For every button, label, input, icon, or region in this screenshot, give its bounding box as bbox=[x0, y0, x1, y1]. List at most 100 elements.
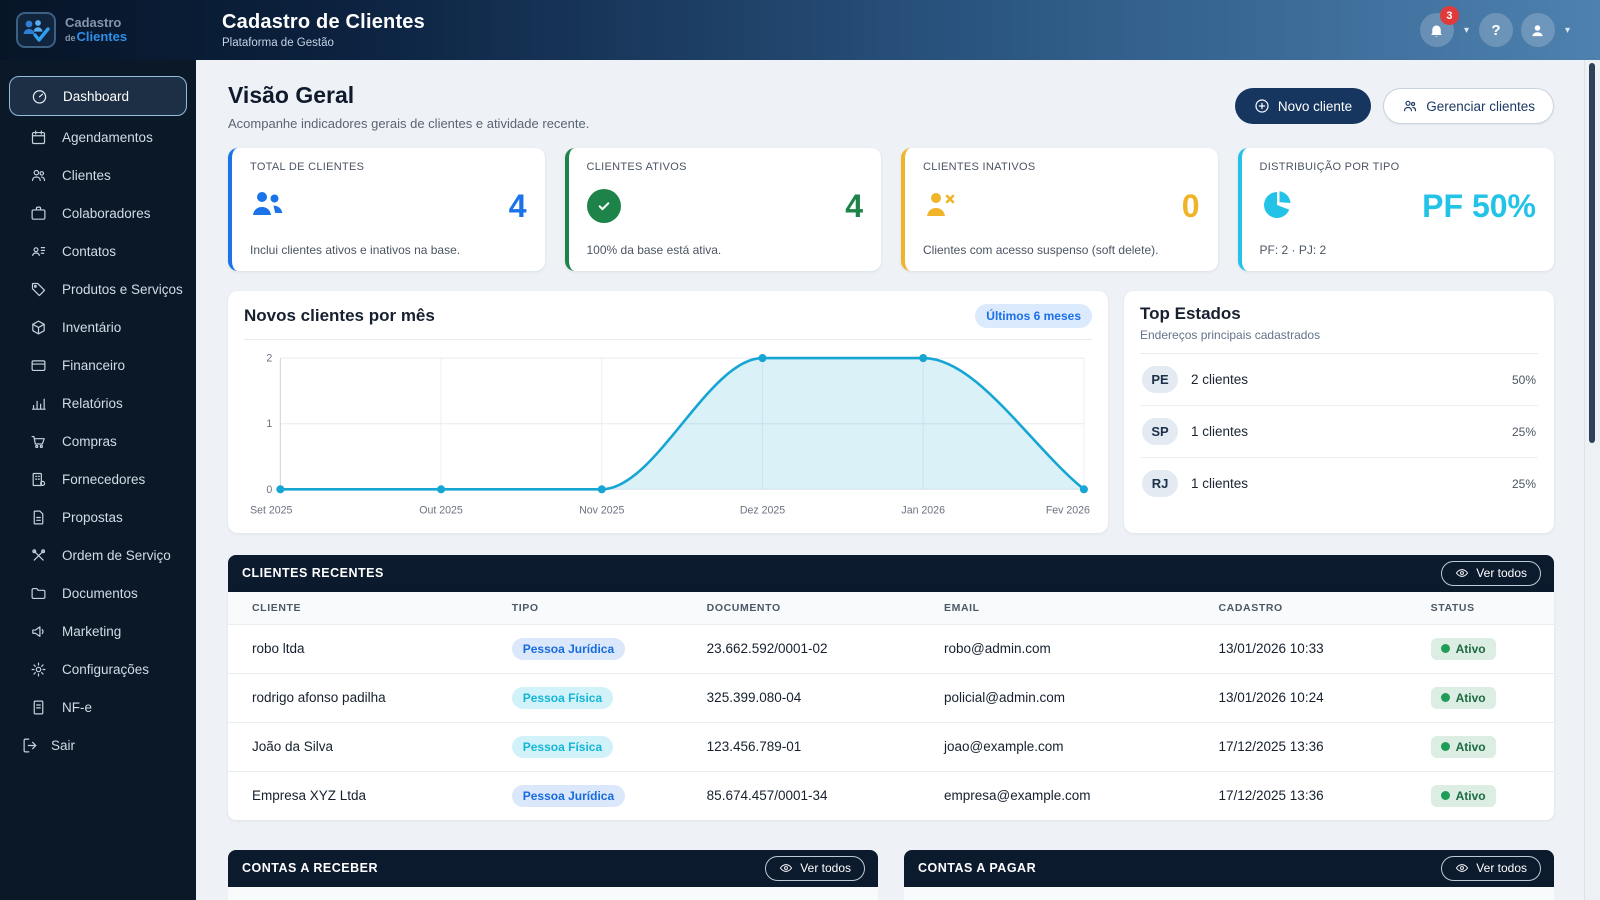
table-row: João da Silva Pessoa Física 123.456.789-… bbox=[228, 722, 1554, 771]
sidebar-item-relatorios[interactable]: Relatórios bbox=[0, 384, 196, 422]
sidebar-item-configuracoes[interactable]: Configurações bbox=[0, 650, 196, 688]
sidebar-item-dashboard[interactable]: Dashboard bbox=[9, 76, 187, 116]
section-title: CONTAS A RECEBER bbox=[242, 861, 378, 875]
question-icon: ? bbox=[1491, 22, 1500, 39]
top-states-card: Top Estados Endereços principais cadastr… bbox=[1124, 291, 1554, 533]
status-dot-icon bbox=[1441, 644, 1450, 653]
view-all-clients-button[interactable]: Ver todos bbox=[1441, 561, 1541, 586]
view-all-receivables-button[interactable]: Ver todos bbox=[765, 856, 865, 881]
bell-icon bbox=[1428, 22, 1445, 39]
pie-chart-icon bbox=[1260, 188, 1296, 225]
type-badge: Pessoa Jurídica bbox=[512, 785, 625, 807]
sidebar-item-agendamentos[interactable]: Agendamentos bbox=[0, 118, 196, 156]
check-circle-icon bbox=[587, 189, 621, 223]
contas-pagar-section: CONTAS A PAGAR Ver todos bbox=[904, 850, 1554, 900]
line-chart: 012Set 2025Out 2025Nov 2025Dez 2025Jan 2… bbox=[244, 348, 1092, 527]
folder-icon bbox=[30, 585, 47, 602]
view-all-payables-button[interactable]: Ver todos bbox=[1441, 856, 1541, 881]
status-dot-icon bbox=[1441, 742, 1450, 751]
sidebar-item-documentos[interactable]: Documentos bbox=[0, 574, 196, 612]
sidebar-item-nfe[interactable]: NF-e bbox=[0, 688, 196, 726]
recent-clients-section: CLIENTES RECENTES Ver todos CLIENTE TIPO… bbox=[228, 555, 1554, 820]
sidebar-item-clientes[interactable]: Clientes bbox=[0, 156, 196, 194]
app-logo: Cadastro deClientes bbox=[0, 12, 196, 48]
svg-text:Jan 2026: Jan 2026 bbox=[901, 505, 945, 517]
chevron-down-icon[interactable]: ▾ bbox=[1565, 25, 1570, 36]
sidebar-item-colaboradores[interactable]: Colaboradores bbox=[0, 194, 196, 232]
sidebar-item-ordem-servico[interactable]: Ordem de Serviço bbox=[0, 536, 196, 574]
table-row: rodrigo afonso padilha Pessoa Física 325… bbox=[228, 673, 1554, 722]
table-row: robo ltda Pessoa Jurídica 23.662.592/000… bbox=[228, 624, 1554, 673]
state-row: SP 1 clientes 25% bbox=[1140, 406, 1538, 458]
contact-card-icon bbox=[30, 243, 47, 260]
eye-icon bbox=[1455, 861, 1469, 875]
stat-card-clientes-ativos: CLIENTES ATIVOS 4 100% da base está ativ… bbox=[565, 148, 882, 271]
cube-icon bbox=[30, 319, 47, 336]
state-row: RJ 1 clientes 25% bbox=[1140, 458, 1538, 509]
megaphone-icon bbox=[30, 623, 47, 640]
help-button[interactable]: ? bbox=[1479, 13, 1513, 47]
status-badge: Ativo bbox=[1431, 736, 1496, 758]
tools-icon bbox=[30, 547, 47, 564]
new-clients-chart-card: Novos clientes por mês Últimos 6 meses 0… bbox=[228, 291, 1108, 533]
main-content: Visão Geral Acompanhe indicadores gerais… bbox=[196, 60, 1584, 900]
chart-period-badge: Últimos 6 meses bbox=[975, 304, 1092, 328]
top-states-title: Top Estados bbox=[1140, 304, 1538, 324]
status-dot-icon bbox=[1441, 791, 1450, 800]
type-badge: Pessoa Jurídica bbox=[512, 638, 625, 660]
svg-text:Out 2025: Out 2025 bbox=[419, 505, 463, 517]
svg-text:1: 1 bbox=[266, 418, 272, 430]
chevron-down-icon[interactable]: ▾ bbox=[1464, 25, 1469, 36]
new-client-button[interactable]: Novo cliente bbox=[1235, 88, 1371, 124]
sidebar-item-sair[interactable]: Sair bbox=[0, 726, 196, 764]
eye-icon bbox=[1455, 566, 1469, 580]
status-dot-icon bbox=[1441, 693, 1450, 702]
sidebar-item-marketing[interactable]: Marketing bbox=[0, 612, 196, 650]
sidebar-item-propostas[interactable]: Propostas bbox=[0, 498, 196, 536]
type-badge: Pessoa Física bbox=[512, 687, 613, 709]
users-icon bbox=[1402, 98, 1418, 114]
sidebar-item-fornecedores[interactable]: Fornecedores bbox=[0, 460, 196, 498]
stat-value: 0 bbox=[1182, 188, 1200, 225]
stat-value: 4 bbox=[509, 188, 527, 225]
vertical-scrollbar bbox=[1584, 60, 1600, 900]
state-badge: PE bbox=[1142, 366, 1178, 393]
document-icon bbox=[30, 509, 47, 526]
sidebar-item-produtos-servicos[interactable]: Produtos e Serviços bbox=[0, 270, 196, 308]
chart-title: Novos clientes por mês bbox=[244, 306, 435, 326]
manage-clients-button[interactable]: Gerenciar clientes bbox=[1383, 88, 1554, 124]
notifications-button[interactable]: 3 bbox=[1420, 13, 1454, 47]
section-title: CONTAS A PAGAR bbox=[918, 861, 1036, 875]
sidebar-item-inventario[interactable]: Inventário bbox=[0, 308, 196, 346]
gear-icon bbox=[30, 661, 47, 678]
user-menu-button[interactable] bbox=[1521, 13, 1555, 47]
table-header: CLIENTE TIPO DOCUMENTO EMAIL CADASTRO ST… bbox=[228, 592, 1554, 624]
cart-icon bbox=[30, 433, 47, 450]
user-icon bbox=[1529, 22, 1546, 39]
page-title: Visão Geral bbox=[228, 82, 589, 109]
invoice-icon bbox=[30, 699, 47, 716]
logo-people-icon bbox=[16, 12, 56, 48]
user-x-icon bbox=[923, 188, 959, 225]
notification-badge: 3 bbox=[1440, 6, 1459, 25]
stat-card-total-clientes: TOTAL DE CLIENTES 4 Inclui clientes ativ… bbox=[228, 148, 545, 271]
building-icon bbox=[30, 471, 47, 488]
contas-receber-section: CONTAS A RECEBER Ver todos bbox=[228, 850, 878, 900]
credit-card-icon bbox=[30, 357, 47, 374]
status-badge: Ativo bbox=[1431, 785, 1496, 807]
sidebar-item-compras[interactable]: Compras bbox=[0, 422, 196, 460]
section-title: CLIENTES RECENTES bbox=[242, 566, 384, 580]
sidebar-item-financeiro[interactable]: Financeiro bbox=[0, 346, 196, 384]
state-badge: SP bbox=[1142, 418, 1178, 445]
stat-value: 4 bbox=[845, 188, 863, 225]
svg-text:Set 2025: Set 2025 bbox=[250, 505, 292, 517]
status-badge: Ativo bbox=[1431, 687, 1496, 709]
scrollbar-thumb[interactable] bbox=[1589, 63, 1595, 443]
sidebar-item-contatos[interactable]: Contatos bbox=[0, 232, 196, 270]
gauge-icon bbox=[31, 88, 48, 105]
eye-icon bbox=[779, 861, 793, 875]
briefcase-icon bbox=[30, 205, 47, 222]
svg-text:Dez 2025: Dez 2025 bbox=[740, 505, 785, 517]
bar-chart-icon bbox=[30, 395, 47, 412]
stat-card-clientes-inativos: CLIENTES INATIVOS 0 Clientes com acesso … bbox=[901, 148, 1218, 271]
